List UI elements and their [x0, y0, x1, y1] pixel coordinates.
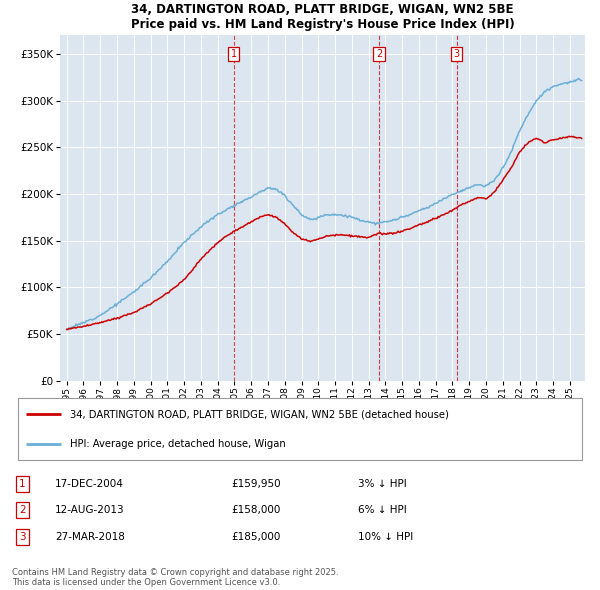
- Text: £159,950: £159,950: [231, 479, 281, 489]
- Text: 3: 3: [19, 532, 26, 542]
- Text: 34, DARTINGTON ROAD, PLATT BRIDGE, WIGAN, WN2 5BE (detached house): 34, DARTINGTON ROAD, PLATT BRIDGE, WIGAN…: [70, 409, 448, 419]
- Text: 1: 1: [19, 479, 26, 489]
- Text: 17-DEC-2004: 17-DEC-2004: [55, 479, 124, 489]
- Text: 3: 3: [454, 49, 460, 59]
- Text: 27-MAR-2018: 27-MAR-2018: [55, 532, 125, 542]
- Text: 2: 2: [376, 49, 382, 59]
- Text: Contains HM Land Registry data © Crown copyright and database right 2025.
This d: Contains HM Land Registry data © Crown c…: [12, 568, 338, 587]
- Title: 34, DARTINGTON ROAD, PLATT BRIDGE, WIGAN, WN2 5BE
Price paid vs. HM Land Registr: 34, DARTINGTON ROAD, PLATT BRIDGE, WIGAN…: [131, 4, 514, 31]
- Text: 2: 2: [19, 506, 26, 515]
- Text: 12-AUG-2013: 12-AUG-2013: [55, 506, 125, 515]
- Text: 1: 1: [231, 49, 237, 59]
- Text: HPI: Average price, detached house, Wigan: HPI: Average price, detached house, Wiga…: [70, 439, 286, 449]
- FancyBboxPatch shape: [18, 398, 582, 460]
- Text: 6% ↓ HPI: 6% ↓ HPI: [358, 506, 406, 515]
- Text: 3% ↓ HPI: 3% ↓ HPI: [358, 479, 406, 489]
- Text: 10% ↓ HPI: 10% ↓ HPI: [358, 532, 413, 542]
- Text: £158,000: £158,000: [231, 506, 280, 515]
- Text: £185,000: £185,000: [231, 532, 280, 542]
